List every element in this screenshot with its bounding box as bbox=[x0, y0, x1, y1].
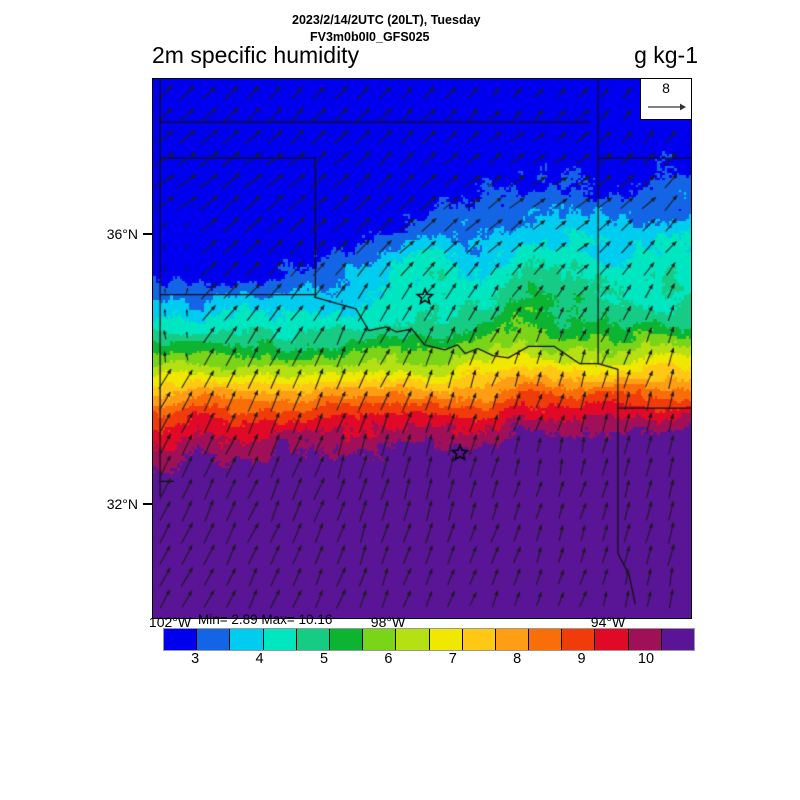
colorbar-tick-7: 7 bbox=[448, 651, 457, 667]
colorbar-swatch-7 bbox=[396, 629, 430, 650]
colorbar-swatch-9 bbox=[462, 629, 496, 650]
units-label: g kg-1 bbox=[634, 42, 698, 68]
colorbar-tick-6: 6 bbox=[384, 651, 393, 667]
lat-tick-36 bbox=[143, 233, 153, 235]
title-model-id: FV3m0b0I0_GFS025 bbox=[310, 30, 430, 44]
arrow-right-icon bbox=[648, 103, 686, 111]
reference-vector-legend: 8 bbox=[640, 78, 692, 120]
colorbar-swatch-5 bbox=[329, 629, 364, 650]
colorbar-swatch-13 bbox=[595, 629, 629, 650]
colorbar-tick-5: 5 bbox=[319, 651, 329, 667]
colorbar-swatch-2 bbox=[230, 629, 264, 650]
colorbar-swatch-15 bbox=[661, 629, 694, 650]
lat-label-36: 36°N bbox=[106, 226, 138, 242]
colorbar-swatch-3 bbox=[263, 629, 297, 650]
colorbar-swatch-12 bbox=[562, 629, 596, 650]
colorbar-swatch-10 bbox=[495, 629, 530, 650]
colorbar-tick-8: 8 bbox=[513, 651, 522, 667]
map-plot-area[interactable]: 8 bbox=[152, 78, 692, 619]
colorbar-swatch-4 bbox=[296, 629, 330, 650]
page-title: 2m specific humidity bbox=[152, 42, 360, 68]
colorbar-swatch-0 bbox=[164, 629, 198, 650]
lon-label-102w: 102°W bbox=[148, 614, 192, 630]
colorbar-swatch-1 bbox=[197, 629, 231, 650]
colorbar-tick-3: 3 bbox=[191, 651, 200, 667]
colorbar-tick-4: 4 bbox=[255, 651, 264, 667]
humidity-heatmap bbox=[153, 79, 691, 618]
colorbar-tick-9: 9 bbox=[577, 651, 586, 667]
lon-label-94w: 94°W bbox=[590, 614, 626, 630]
lon-label-98w: 98°W bbox=[370, 614, 406, 630]
lat-tick-32 bbox=[143, 503, 153, 505]
reference-vector-value: 8 bbox=[662, 80, 670, 96]
lat-label-32: 32°N bbox=[106, 496, 138, 512]
colorbar-swatch-8 bbox=[429, 629, 463, 650]
title-datetime: 2023/2/14/2UTC (20LT), Tuesday bbox=[292, 13, 481, 27]
colorbar-swatch-14 bbox=[628, 629, 662, 650]
colorbar-swatch-11 bbox=[529, 629, 563, 650]
colorbar[interactable] bbox=[163, 628, 695, 651]
colorbar-swatch-6 bbox=[363, 629, 397, 650]
min-max-readout: Min= 2.89 Max= 10.16 bbox=[198, 612, 333, 627]
colorbar-tick-10: 10 bbox=[637, 651, 655, 667]
